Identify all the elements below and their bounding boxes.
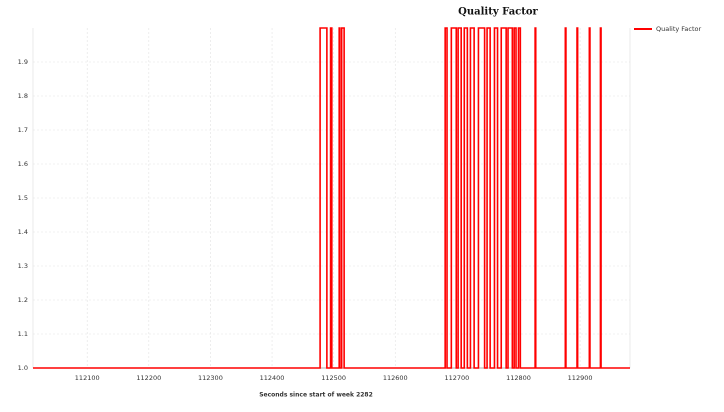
y-tick-label: 1.2 bbox=[18, 296, 28, 304]
x-tick-label: 112800 bbox=[506, 374, 531, 382]
x-tick-label: 112100 bbox=[75, 374, 100, 382]
y-tick-label: 1.8 bbox=[18, 92, 28, 100]
x-tick-label: 112900 bbox=[568, 374, 593, 382]
x-tick-label: 112200 bbox=[136, 374, 161, 382]
y-tick-label: 1.1 bbox=[18, 330, 28, 338]
x-tick-label: 112400 bbox=[260, 374, 285, 382]
y-tick-label: 1.6 bbox=[18, 160, 28, 168]
chart-title: Quality Factor bbox=[458, 7, 538, 18]
x-axis-label: Seconds since start of week 2282 bbox=[259, 392, 373, 399]
y-tick-label: 1.7 bbox=[18, 126, 28, 134]
y-tick-label: 1.0 bbox=[18, 364, 28, 372]
y-tick-label: 1.9 bbox=[18, 58, 28, 66]
y-tick-label: 1.5 bbox=[18, 194, 28, 202]
x-tick-label: 112700 bbox=[444, 374, 469, 382]
legend-label: Quality Factor bbox=[656, 25, 702, 33]
x-tick-label: 112300 bbox=[198, 374, 223, 382]
y-tick-label: 1.3 bbox=[18, 262, 28, 270]
data-line bbox=[33, 27, 630, 369]
x-tick-label: 112500 bbox=[321, 374, 346, 382]
y-tick-label: 1.4 bbox=[18, 228, 28, 236]
x-tick-label: 112600 bbox=[383, 374, 408, 382]
